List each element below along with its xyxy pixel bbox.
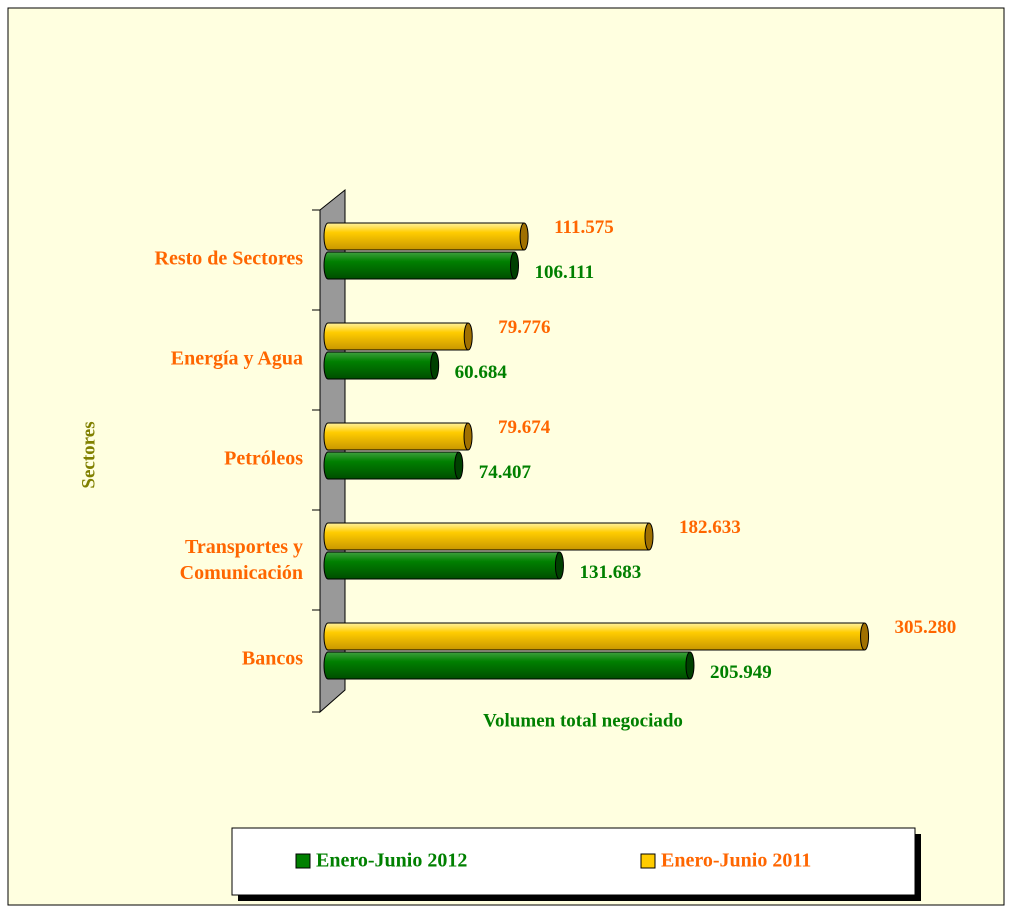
- bar-part: [463, 422, 473, 451]
- category-label: Petróleos: [224, 448, 303, 470]
- value-label: 106.111: [534, 262, 594, 283]
- bar-part: [328, 252, 515, 279]
- legend-label: Enero-Junio 2011: [661, 850, 811, 872]
- bar-part: [328, 552, 560, 579]
- bar: [323, 651, 695, 680]
- x-axis-title: Volumen total negociado: [483, 710, 683, 731]
- bar-part: [328, 523, 649, 550]
- bar-part: [644, 522, 654, 551]
- category-label: Transportes y Comunicación: [180, 536, 303, 584]
- bar-part: [328, 323, 469, 350]
- bar-part: [328, 423, 469, 450]
- category-label: Energía y Agua: [171, 348, 303, 370]
- legend-label: Enero-Junio 2012: [316, 850, 467, 872]
- bar: [323, 622, 870, 651]
- bar-part: [328, 452, 459, 479]
- value-label: 111.575: [554, 217, 614, 238]
- bar: [323, 451, 464, 480]
- y-axis-title: Sectores: [78, 421, 99, 488]
- bar-part: [519, 222, 529, 251]
- value-label: 74.407: [479, 462, 532, 483]
- bar-part: [860, 622, 870, 651]
- bar: [323, 551, 564, 580]
- bar-part: [509, 251, 519, 280]
- value-label: 305.280: [895, 617, 957, 638]
- value-label: 79.674: [498, 417, 551, 438]
- value-label: 60.684: [455, 362, 508, 383]
- legend-swatch: [640, 853, 656, 869]
- bar-part: [328, 223, 525, 250]
- bar-part: [328, 652, 690, 679]
- bar: [323, 422, 473, 451]
- bar-part: [430, 351, 440, 380]
- legend-swatch: [295, 853, 311, 869]
- bar: [323, 322, 473, 351]
- category-label: Resto de Sectores: [155, 248, 304, 270]
- value-label: 205.949: [710, 662, 772, 683]
- bar-part: [328, 623, 865, 650]
- bar: [323, 251, 519, 280]
- bar-part: [328, 352, 435, 379]
- chart-area: [7, 7, 1005, 906]
- legend: [231, 827, 916, 896]
- bar-part: [554, 551, 564, 580]
- value-label: 182.633: [679, 517, 741, 538]
- bar: [323, 351, 440, 380]
- category-label: Bancos: [242, 648, 303, 670]
- bar-part: [685, 651, 695, 680]
- bar: [323, 522, 654, 551]
- bar: [323, 222, 529, 251]
- value-label: 131.683: [579, 562, 641, 583]
- axis-wall: [319, 188, 346, 714]
- value-label: 79.776: [498, 317, 550, 338]
- bar-part: [463, 322, 473, 351]
- bar-part: [454, 451, 464, 480]
